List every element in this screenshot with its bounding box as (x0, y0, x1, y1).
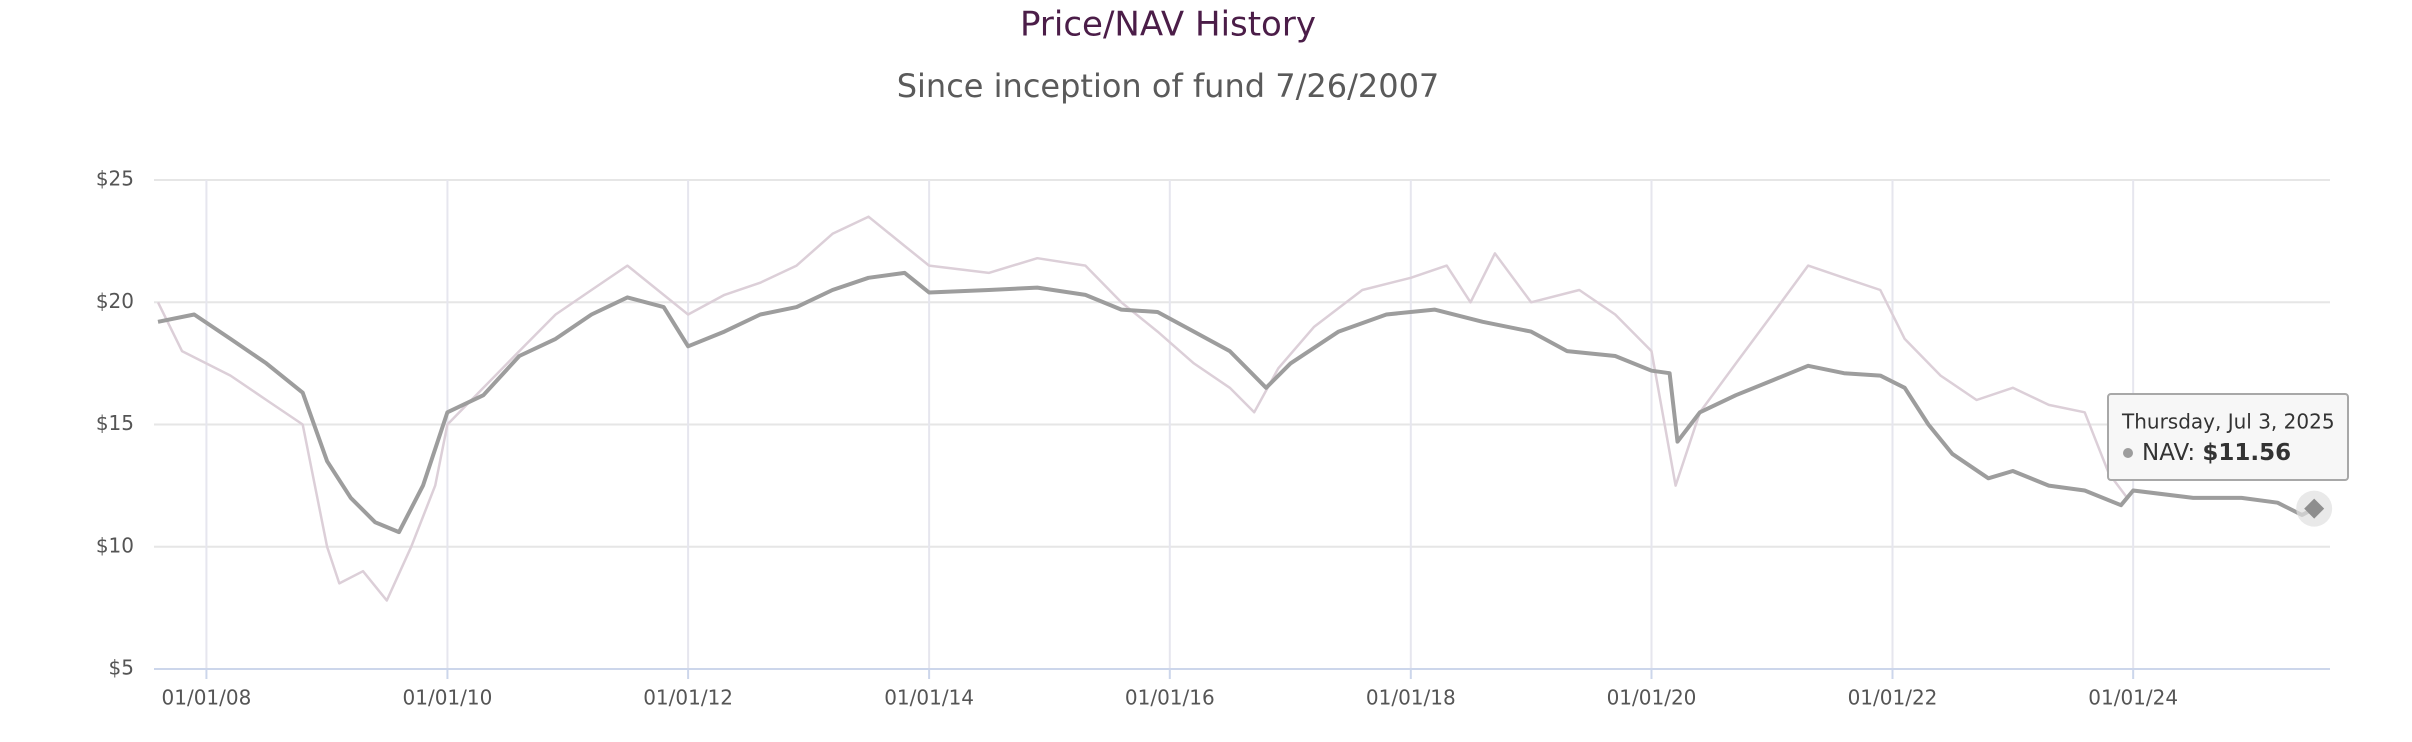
chart-subtitle: Since inception of fund 7/26/2007 (897, 67, 1440, 105)
y-tick-label: $15 (96, 411, 134, 435)
x-tick-label: 01/01/18 (1366, 686, 1456, 710)
tooltip-dot (2123, 448, 2133, 458)
tooltip-box (2107, 393, 2349, 481)
chart-title: Price/NAV History (1020, 5, 1316, 45)
y-tick-label: $25 (96, 167, 134, 191)
x-tick-label: 01/01/12 (643, 686, 733, 710)
series-line (156, 215, 2129, 602)
x-tick-label: 01/01/10 (403, 686, 493, 710)
x-tick-label: 01/01/22 (1848, 686, 1938, 710)
x-tick-label: 01/01/14 (884, 686, 974, 710)
lines (156, 215, 2333, 602)
y-tick-label: $20 (96, 289, 134, 313)
x-tick-label: 01/01/24 (2088, 686, 2178, 710)
series-line (157, 270, 2316, 535)
tooltip-series: NAV: (2142, 440, 2195, 466)
tooltip-title: Thursday, Jul 3, 2025 (2121, 410, 2335, 434)
x-tick-label: 01/01/16 (1125, 686, 1215, 710)
y-tick-label: $10 (96, 533, 134, 557)
x-tick-label: 01/01/20 (1607, 686, 1697, 710)
hover-marker (2304, 498, 2325, 519)
y-tick-label: $5 (109, 656, 134, 680)
tooltip-value: $11.56 (2202, 440, 2291, 466)
x-tick-label: 01/01/08 (162, 686, 252, 710)
tooltip: Thursday, Jul 3, 2025 NAV: $11.56 (2107, 393, 2349, 481)
tooltip-label: NAV: $11.56 (2142, 440, 2291, 466)
grid: $5 $10 $15 $20 $25 01/01/08 01/01/10 01/01/12 01… (96, 167, 2330, 710)
